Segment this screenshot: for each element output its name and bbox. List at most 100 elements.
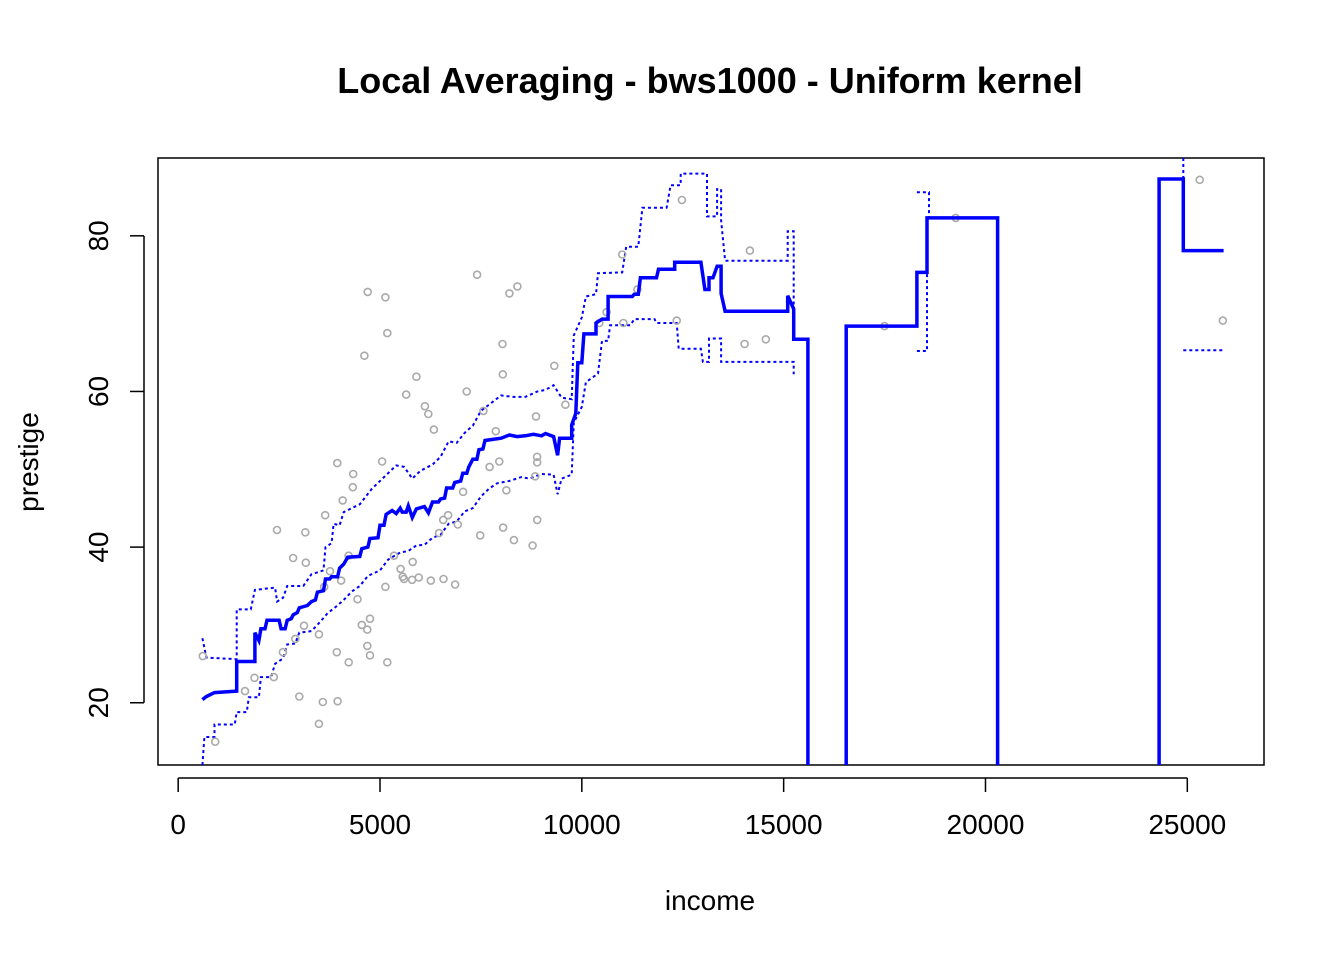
data-point: [745, 246, 755, 255]
data-point: [320, 510, 330, 520]
confidence-bands: [201, 158, 1224, 766]
data-point: [498, 523, 508, 532]
data-point: [429, 425, 439, 434]
data-point: [485, 462, 494, 472]
fit-line: [201, 260, 810, 765]
data-point: [290, 634, 300, 644]
chart-title: Local Averaging - bws1000 - Uniform kern…: [337, 60, 1083, 101]
data-point: [198, 651, 208, 661]
data-point: [381, 582, 390, 592]
x-tick-label: 0: [170, 809, 186, 840]
data-point: [434, 528, 444, 538]
data-point: [530, 471, 540, 481]
data-point: [439, 574, 448, 584]
data-point: [299, 621, 309, 631]
data-point: [532, 515, 542, 525]
data-point: [377, 457, 387, 466]
upper-band-2: [916, 191, 930, 218]
data-point: [332, 647, 342, 657]
data-point: [272, 525, 282, 535]
data-point: [619, 318, 628, 328]
lower-band: [201, 318, 795, 766]
data-point: [761, 334, 771, 344]
data-point: [505, 289, 514, 298]
data-point: [344, 657, 354, 667]
data-point: [494, 457, 504, 466]
data-point: [362, 625, 372, 634]
data-point: [269, 672, 279, 682]
data-point: [443, 510, 453, 520]
x-axis-label: income: [665, 885, 755, 916]
data-point: [528, 541, 537, 550]
data-point: [453, 520, 463, 529]
scatter-points: [198, 175, 1228, 747]
data-point: [1218, 316, 1228, 325]
data-point: [532, 457, 542, 467]
data-point: [301, 558, 311, 568]
data-point: [294, 692, 304, 701]
data-point: [240, 686, 250, 696]
data-point: [672, 316, 682, 325]
data-point: [414, 573, 424, 582]
fit-line: [201, 177, 1224, 765]
data-point: [348, 469, 358, 479]
data-point: [472, 270, 482, 280]
fit-line-3: [1157, 177, 1224, 765]
upper-band: [201, 172, 795, 661]
data-point: [363, 287, 373, 297]
data-point: [677, 195, 687, 205]
data-point: [336, 576, 346, 585]
data-point: [513, 282, 522, 291]
y-tick-label: 40: [83, 532, 114, 563]
data-point: [333, 696, 342, 706]
data-point: [250, 673, 259, 683]
data-point: [1195, 175, 1204, 185]
data-point: [475, 531, 485, 540]
data-point: [502, 485, 511, 495]
y-axis-label: prestige: [13, 412, 44, 512]
data-point: [408, 557, 418, 567]
data-point: [498, 369, 508, 379]
data-point: [300, 527, 310, 537]
data-point: [382, 328, 392, 338]
data-point: [278, 647, 288, 657]
y-tick-label: 80: [83, 220, 114, 251]
data-point: [399, 574, 409, 584]
data-point: [509, 535, 519, 545]
data-point: [491, 426, 501, 436]
fit-line-2: [844, 216, 1000, 765]
data-point: [498, 339, 507, 349]
data-point: [318, 697, 328, 707]
data-point: [412, 372, 421, 382]
y-tick-label: 60: [83, 376, 114, 407]
data-point: [396, 564, 405, 574]
data-point: [348, 482, 358, 492]
data-point: [338, 496, 348, 505]
data-point: [420, 401, 430, 411]
data-point: [353, 594, 362, 604]
data-point: [426, 576, 436, 585]
data-point: [365, 614, 375, 624]
y-tick-label: 20: [83, 687, 114, 718]
data-point: [314, 629, 324, 639]
data-point: [401, 390, 411, 399]
x-axis: 0 5000 10000 15000 20000 25000: [170, 777, 1226, 840]
data-point: [381, 292, 390, 302]
data-point: [462, 387, 472, 396]
data-point: [210, 737, 220, 747]
data-point: [617, 250, 627, 259]
data-point: [531, 412, 541, 421]
data-point: [450, 580, 460, 589]
data-point: [438, 515, 448, 525]
plot-frame: [157, 157, 1265, 766]
data-point: [389, 551, 399, 561]
data-point: [314, 719, 324, 729]
data-point: [532, 452, 542, 462]
data-point: [423, 409, 433, 419]
data-point: [332, 458, 342, 468]
x-tick-label: 20000: [947, 809, 1025, 840]
x-tick-label: 10000: [543, 809, 621, 840]
data-point: [458, 487, 468, 497]
y-axis: 20 40 60 80: [83, 220, 145, 718]
